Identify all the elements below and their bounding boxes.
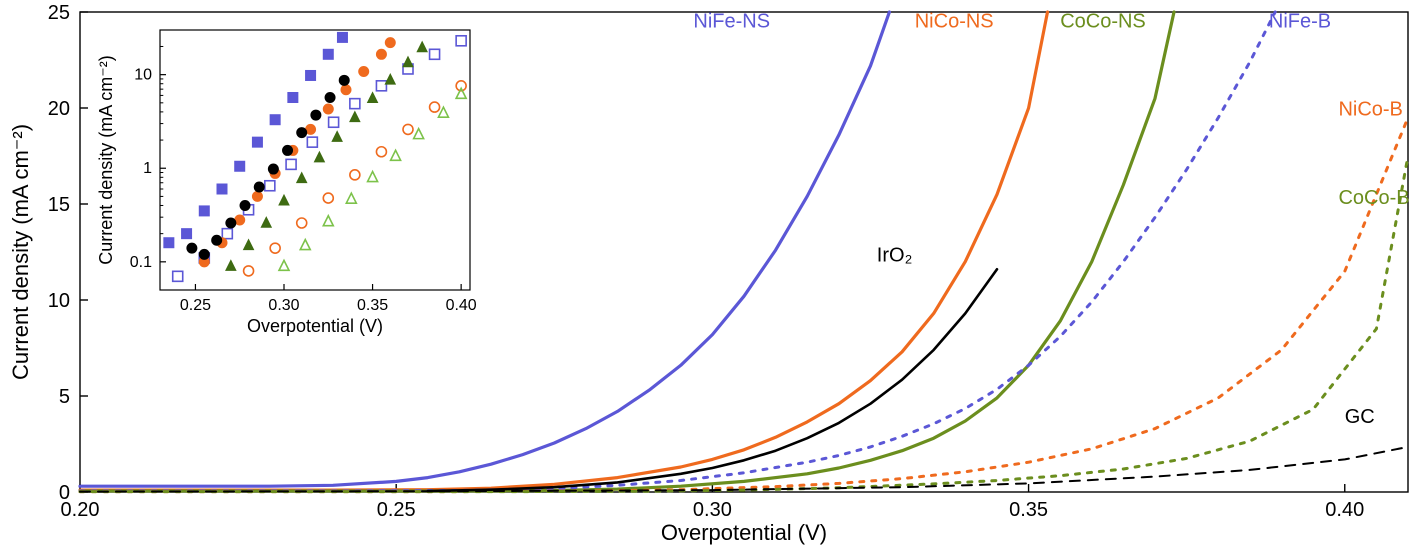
inset-point-IrO2-inset — [212, 235, 222, 245]
x-tick-label: 0.35 — [1009, 499, 1048, 521]
y-axis-label: Current density (mA cm⁻²) — [8, 124, 33, 380]
inset-y-axis-label: Current density (mA cm⁻²) — [96, 55, 116, 265]
series-label-NiFe-B: NiFe-B — [1269, 10, 1331, 32]
inset-point-NiFe-NS-inset — [323, 49, 333, 59]
y-tick-label: 25 — [48, 2, 70, 24]
inset-point-IrO2-inset — [199, 249, 209, 259]
series-label-NiCo-NS: NiCo-NS — [915, 10, 994, 32]
inset-point-IrO2-inset — [325, 92, 335, 102]
series-label-NiCo-B: NiCo-B — [1338, 99, 1402, 121]
inset-point-NiCo-NS-inset — [323, 104, 333, 114]
inset-y-tick-label: 1 — [143, 160, 152, 177]
inset-point-NiFe-NS-inset — [306, 70, 316, 80]
y-tick-label: 5 — [59, 386, 70, 408]
inset-y-tick-label: 0.1 — [130, 254, 152, 271]
inset-point-IrO2-inset — [240, 200, 250, 210]
inset-point-NiFe-NS-inset — [252, 137, 262, 147]
inset-point-IrO2-inset — [339, 75, 349, 85]
inset-point-IrO2-inset — [311, 110, 321, 120]
y-tick-label: 0 — [59, 482, 70, 504]
chart-svg: 0.200.250.300.350.400510152025Overpotent… — [0, 0, 1418, 546]
inset-point-NiCo-NS-inset — [341, 85, 351, 95]
inset-point-NiFe-NS-inset — [270, 115, 280, 125]
inset-y-tick-label: 10 — [134, 67, 152, 84]
inset-point-NiFe-NS-inset — [199, 206, 209, 216]
inset-point-IrO2-inset — [297, 128, 307, 138]
inset-point-IrO2-inset — [268, 164, 278, 174]
inset-point-NiFe-NS-inset — [288, 92, 298, 102]
inset-point-NiCo-NS-inset — [376, 49, 386, 59]
series-label-IrO2: IrO₂ — [877, 245, 913, 267]
inset-point-IrO2-inset — [254, 182, 264, 192]
inset-point-NiFe-NS-inset — [217, 184, 227, 194]
inset-x-tick-label: 0.35 — [357, 297, 388, 314]
series-label-CoCo-B: CoCo-B — [1338, 187, 1409, 209]
inset-point-NiCo-NS-inset — [359, 67, 369, 77]
inset-point-NiFe-NS-inset — [164, 238, 174, 248]
inset-point-IrO2-inset — [226, 218, 236, 228]
series-label-CoCo-NS: CoCo-NS — [1060, 10, 1146, 32]
inset-point-IrO2-inset — [187, 243, 197, 253]
x-axis-label: Overpotential (V) — [661, 520, 827, 545]
y-tick-label: 15 — [48, 194, 70, 216]
series-label-GC: GC — [1345, 406, 1375, 428]
inset-chart: 0.25 0.30 0.35 0.40 0.1 1 10 Overpotential (V) C… — [90, 24, 480, 346]
y-tick-label: 20 — [48, 98, 70, 120]
x-tick-label: 0.40 — [1325, 499, 1364, 521]
series-label-NiFe-NS: NiFe-NS — [693, 10, 770, 32]
inset-point-NiFe-NS-inset — [337, 32, 347, 42]
x-tick-label: 0.25 — [377, 499, 416, 521]
x-tick-label: 0.30 — [693, 499, 732, 521]
y-tick-label: 10 — [48, 290, 70, 312]
inset-point-NiCo-NS-inset — [252, 191, 262, 201]
chart-container: 0.200.250.300.350.400510152025Overpotent… — [0, 0, 1418, 546]
inset-point-NiFe-NS-inset — [182, 229, 192, 239]
inset-x-tick-label: 0.40 — [446, 297, 477, 314]
inset-point-IrO2-inset — [283, 145, 293, 155]
inset-point-NiFe-NS-inset — [235, 161, 245, 171]
inset-x-tick-label: 0.25 — [180, 297, 211, 314]
inset-x-tick-label: 0.30 — [268, 297, 299, 314]
inset-point-NiCo-NS-inset — [385, 38, 395, 48]
inset-x-axis-label: Overpotential (V) — [247, 316, 383, 336]
